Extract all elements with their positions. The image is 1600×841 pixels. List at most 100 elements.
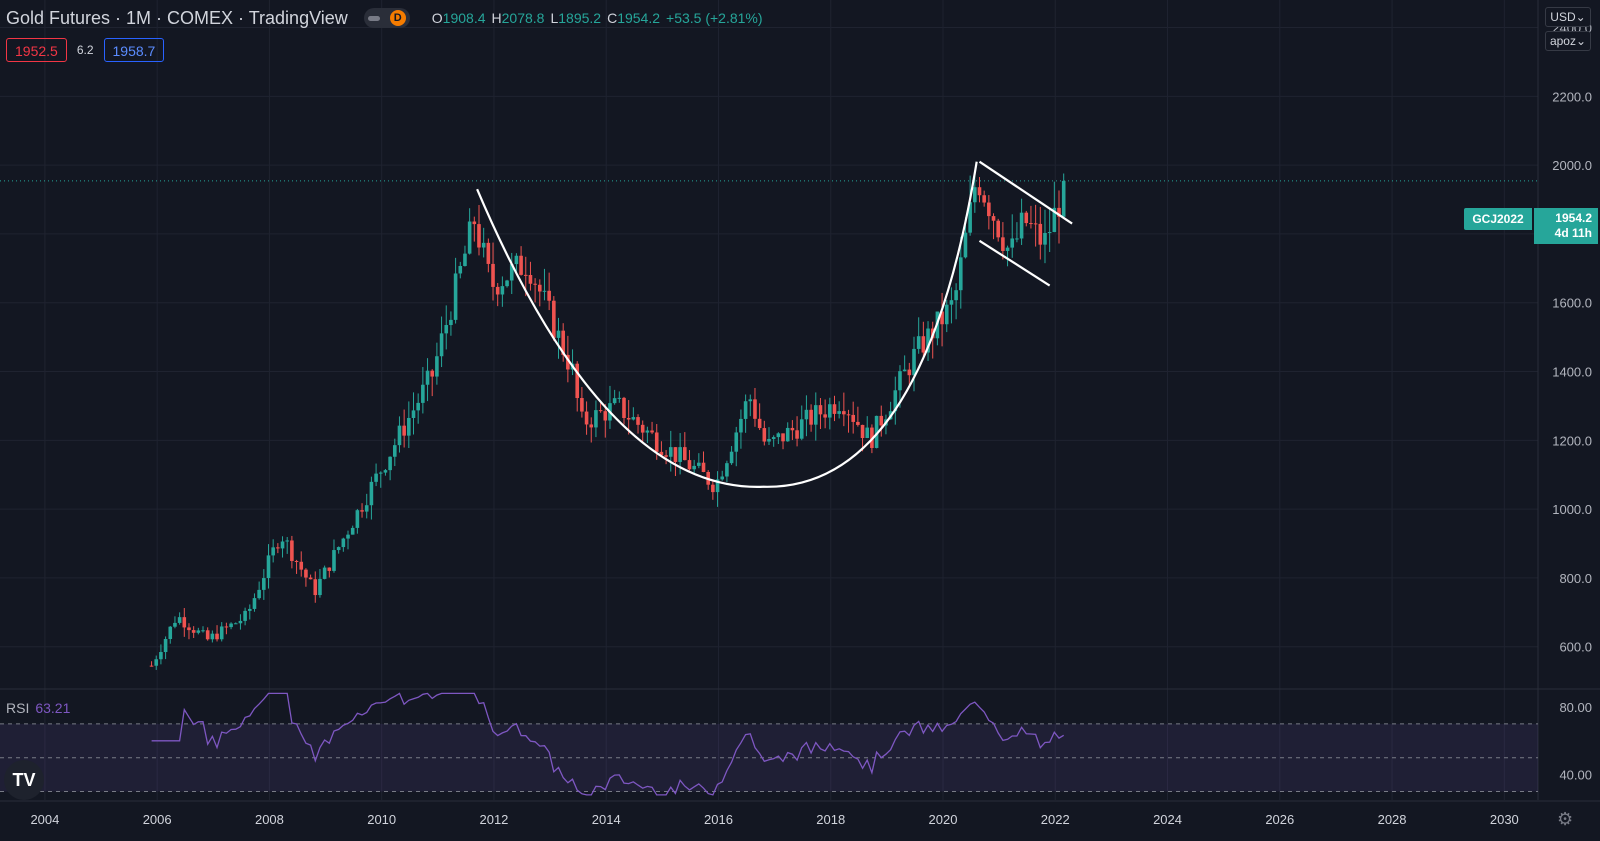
candle-body xyxy=(617,397,622,399)
candle-body xyxy=(509,264,514,281)
market-status-toggle[interactable]: D xyxy=(363,8,410,28)
candle-body xyxy=(177,617,182,623)
scale-button[interactable]: apoz ⌄ xyxy=(1545,31,1591,51)
candle-body xyxy=(1001,237,1005,251)
ohlc-values: O1908.4 H2078.8 L1895.2 C1954.2 +53.5 (+… xyxy=(432,10,763,26)
candle-body xyxy=(453,273,458,320)
candle-body xyxy=(290,540,294,561)
candle-body xyxy=(1057,207,1061,217)
candle-body xyxy=(715,479,720,493)
flag-upper-line[interactable] xyxy=(978,160,1073,225)
candle-body xyxy=(902,369,907,372)
candle-body xyxy=(1024,212,1029,224)
candle-body xyxy=(537,284,542,292)
candle-body xyxy=(856,421,860,425)
candle-body xyxy=(739,418,743,433)
time-tick-label: 2016 xyxy=(704,812,733,827)
candle-body xyxy=(991,216,996,221)
candle-body xyxy=(430,370,435,377)
rsi-tick-label: 80.00 xyxy=(1559,700,1592,715)
candle-body xyxy=(692,465,696,470)
candlestick-series xyxy=(149,173,1066,670)
high-key: H xyxy=(491,10,502,26)
candle-body xyxy=(280,541,285,549)
candle-body xyxy=(711,484,715,493)
flag-lower-line[interactable] xyxy=(978,239,1051,287)
candle-body xyxy=(383,470,388,473)
candle-body xyxy=(912,348,916,376)
candle-body xyxy=(996,220,1001,238)
candle-body xyxy=(963,232,968,258)
chevron-down-icon: ⌄ xyxy=(1575,10,1586,24)
candle-body xyxy=(697,462,701,466)
time-axis[interactable]: 2004 2006 2008 2010 2012 2014 2016 2018 2020 2022… xyxy=(30,812,1518,827)
price-tick-label: 600.0 xyxy=(1559,640,1592,655)
candle-body xyxy=(851,414,855,422)
candle-body xyxy=(411,410,416,418)
open-value: 1908.4 xyxy=(442,10,486,26)
time-tick-label: 2012 xyxy=(479,812,508,827)
candle-body xyxy=(589,424,594,428)
time-tick-label: 2008 xyxy=(255,812,284,827)
candle-body xyxy=(921,336,926,353)
candle-body xyxy=(968,202,972,233)
gear-icon[interactable]: ⚙ xyxy=(1557,809,1574,829)
candle-body xyxy=(332,550,336,571)
candle-body xyxy=(463,253,467,267)
last-price-value: 1954.2 xyxy=(1555,211,1592,225)
candle-body xyxy=(757,418,762,429)
candle-body xyxy=(734,432,739,452)
candle-body xyxy=(266,555,271,579)
candle-body xyxy=(603,411,608,421)
candle-body xyxy=(1038,223,1043,245)
scale-label: apoz xyxy=(1549,34,1576,48)
delayed-data-icon[interactable]: D xyxy=(389,10,406,26)
currency-button[interactable]: USD ⌄ xyxy=(1545,7,1591,27)
candle-body xyxy=(304,569,308,578)
candle-body xyxy=(678,447,682,462)
candle-body xyxy=(879,415,884,426)
candle-body xyxy=(865,427,870,439)
candle-body xyxy=(182,617,187,628)
candle-body xyxy=(776,433,781,438)
symbol-price-label: GCJ2022 xyxy=(1464,208,1532,230)
sell-button[interactable]: 1952.5 xyxy=(6,38,67,62)
candle-body xyxy=(631,417,636,420)
candle-body xyxy=(809,409,813,425)
candle-body xyxy=(247,608,252,611)
candle-body xyxy=(191,630,196,633)
candle-body xyxy=(561,330,565,355)
last-price-label: 1954.2 4d 11h xyxy=(1534,208,1598,244)
cup-curve[interactable] xyxy=(476,161,978,488)
candle-body xyxy=(215,633,219,640)
candle-body xyxy=(205,630,210,640)
candle-body xyxy=(276,547,280,549)
price-axis[interactable]: 600.0800.01000.01200.01400.01600.01800.0… xyxy=(1552,21,1592,783)
symbol-title[interactable]: Gold Futures · 1M · COMEX · TradingView xyxy=(6,7,348,28)
candle-body xyxy=(168,626,173,640)
toggle-knob-icon xyxy=(367,15,380,21)
candle-body xyxy=(308,577,313,580)
candle-body xyxy=(285,540,290,542)
candle-body xyxy=(159,652,163,660)
candle-body xyxy=(804,409,809,420)
buy-button[interactable]: 1958.7 xyxy=(103,38,165,62)
candle-body xyxy=(336,547,341,551)
candle-body xyxy=(350,527,355,535)
candle-body xyxy=(987,202,991,217)
rsi-legend[interactable]: RSI 63.21 xyxy=(6,700,70,716)
candle-body xyxy=(341,538,346,548)
candle-body xyxy=(196,630,201,633)
candle-body xyxy=(1061,180,1066,217)
candle-body xyxy=(837,411,841,414)
candle-body xyxy=(421,384,425,403)
tradingview-logo[interactable]: TV xyxy=(4,760,44,800)
candle-body xyxy=(556,330,561,338)
candle-body xyxy=(650,430,654,433)
spread-value: 6.2 xyxy=(76,43,94,57)
candle-body xyxy=(720,476,725,480)
close-value: 1954.2 xyxy=(617,10,661,26)
candle-body xyxy=(958,257,963,291)
candle-body xyxy=(659,451,664,456)
